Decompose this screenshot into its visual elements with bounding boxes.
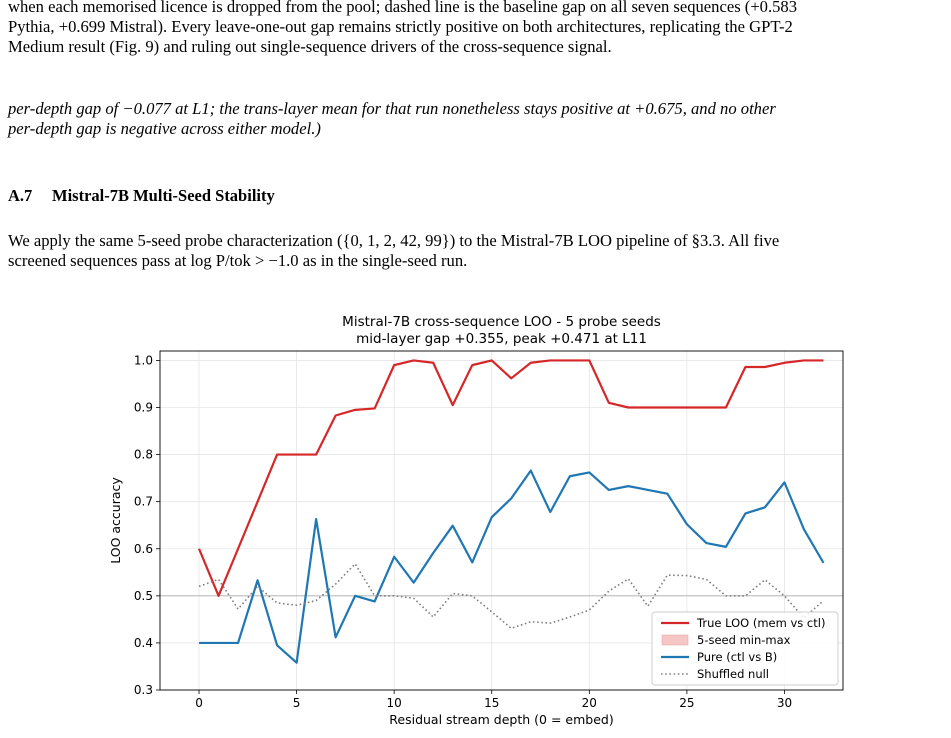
italic-line: per-depth gap is negative across either … [8, 119, 321, 138]
legend-label: Pure (ctl vs B) [697, 650, 777, 664]
italic-line: per-depth gap of −0.077 at L1; the trans… [8, 99, 776, 118]
caption-line: Pythia, +0.699 Mistral). Every leave-one… [8, 17, 793, 36]
body-paragraph: We apply the same 5-seed probe character… [8, 231, 948, 271]
y-tick-label: 0.3 [134, 683, 153, 697]
section-heading: A.7 Mistral-7B Multi-Seed Stability [8, 186, 275, 206]
loo-accuracy-chart: 0 5 10 15 20 25 30 0.3 0.4 0.5 0.6 0.7 0.8 0.9 1.0 Mist… [108, 314, 844, 727]
y-tick-label: 1.0 [134, 353, 153, 367]
italic-paragraph: per-depth gap of −0.077 at L1; the trans… [8, 99, 948, 139]
x-tick-label: 25 [679, 696, 694, 710]
body-line: We apply the same 5-seed probe character… [8, 231, 780, 250]
x-tick-label: 15 [484, 696, 499, 710]
x-tick-label: 30 [777, 696, 792, 710]
y-tick-label: 0.4 [134, 636, 153, 650]
y-tick-label: 0.5 [134, 589, 153, 603]
section-title: Mistral-7B Multi-Seed Stability [52, 186, 275, 205]
caption-line: Medium result (Fig. 9) and ruling out si… [8, 37, 612, 56]
x-tick-label: 0 [195, 696, 203, 710]
y-tick-label: 0.6 [134, 542, 153, 556]
chart-subtitle: mid-layer gap +0.355, peak +0.471 at L11 [356, 331, 647, 347]
x-tick-label: 20 [582, 696, 597, 710]
series-line-pure-ctl-vs-b [199, 469, 825, 664]
legend-box [651, 611, 839, 686]
y-tick-label: 0.8 [134, 448, 153, 462]
caption-line: when each memorised licence is dropped f… [8, 0, 798, 16]
y-tick-label: 0.7 [134, 495, 153, 509]
legend-label: 5-seed min-max [697, 633, 791, 647]
chart-title: Mistral-7B cross-sequence LOO - 5 probe … [342, 314, 661, 330]
plot-frame [159, 350, 844, 691]
body-line: screened sequences pass at log P/tok > −… [8, 251, 468, 270]
y-axis-label: LOO accuracy [108, 477, 123, 564]
legend-label: True LOO (mem vs ctl) [696, 616, 825, 630]
legend-label: Shuffled null [697, 667, 769, 681]
y-tick-label: 0.9 [134, 401, 153, 415]
legend-swatch [661, 634, 689, 646]
x-tick-label: 10 [387, 696, 402, 710]
series-line-shuffled-null [198, 563, 825, 630]
figure-caption: when each memorised licence is dropped f… [8, 0, 948, 57]
x-tick-label: 5 [293, 696, 301, 710]
x-axis-label: Residual stream depth (0 = embed) [389, 712, 613, 727]
series-line-true-loo-mem-vs-ctl [198, 359, 824, 597]
section-number: A.7 [8, 186, 33, 205]
